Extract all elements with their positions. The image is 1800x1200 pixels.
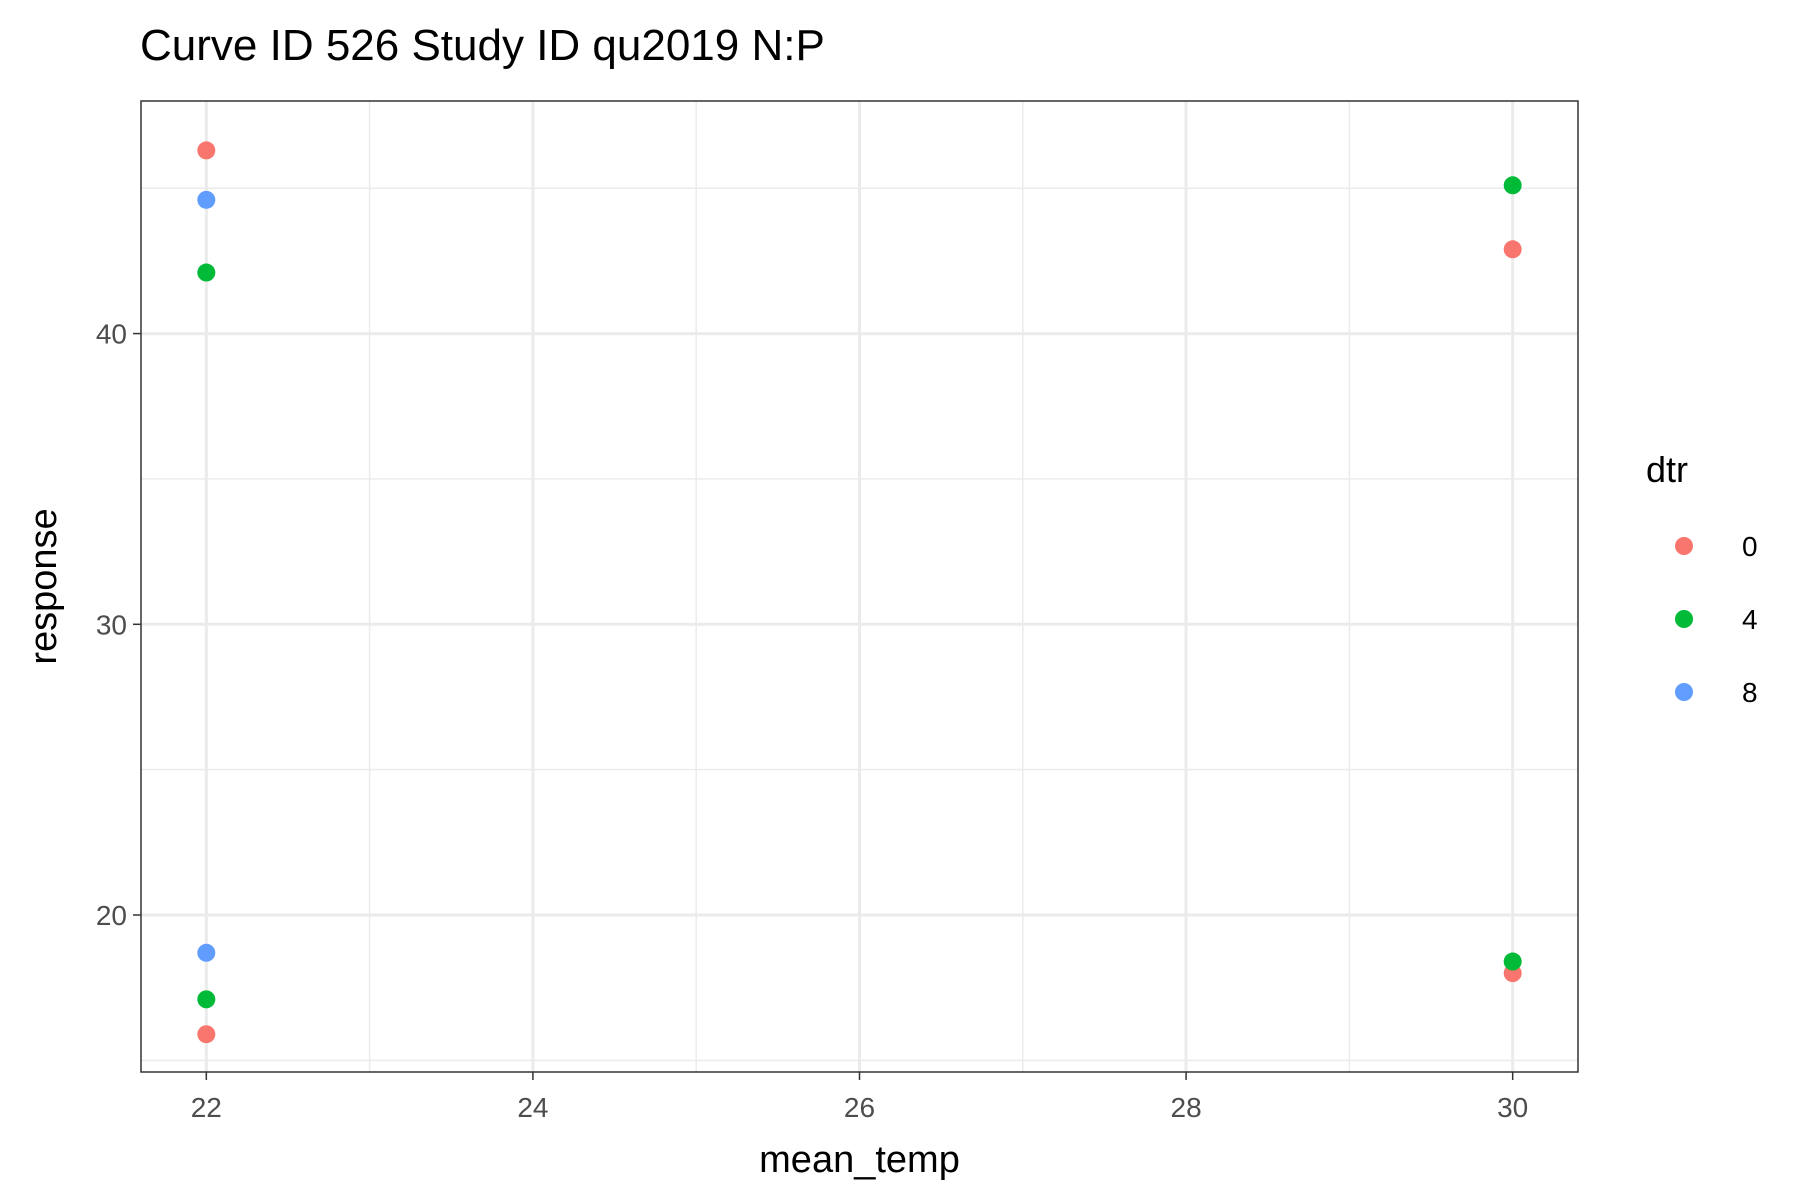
data-point-dtr-4 [1503, 952, 1522, 971]
x-tick-label: 30 [1497, 1092, 1528, 1123]
x-tick-label: 22 [191, 1092, 222, 1123]
data-point-dtr-0 [197, 1025, 216, 1044]
legend-label-dtr-0: 0 [1742, 531, 1758, 562]
data-point-dtr-4 [197, 990, 216, 1009]
legend-label-dtr-8: 8 [1742, 677, 1758, 708]
plot-panel [140, 100, 1579, 1073]
legend-key-dtr-0 [1675, 537, 1693, 555]
y-axis-title: response [23, 508, 65, 664]
data-point-dtr-8 [197, 943, 216, 962]
major-gridlines [141, 101, 1578, 1072]
legend: dtr 0 4 8 [1646, 449, 1758, 708]
data-point-dtr-0 [1503, 240, 1522, 259]
data-point-dtr-4 [197, 263, 216, 282]
data-points [197, 141, 1522, 1044]
legend-key-dtr-4 [1675, 610, 1693, 628]
data-point-dtr-8 [197, 190, 216, 209]
chart-title: Curve ID 526 Study ID qu2019 N:P [140, 21, 825, 70]
y-tick-label: 30 [96, 609, 127, 640]
y-tick-label: 20 [96, 900, 127, 931]
y-axis: 20 30 40 [96, 319, 141, 931]
legend-key-dtr-8 [1675, 683, 1693, 701]
x-tick-label: 26 [844, 1092, 875, 1123]
data-point-dtr-0 [197, 141, 216, 160]
x-axis: 22 24 26 28 30 [191, 1072, 1528, 1123]
y-tick-label: 40 [96, 319, 127, 350]
legend-title: dtr [1646, 449, 1688, 490]
x-tick-label: 28 [1171, 1092, 1202, 1123]
x-tick-label: 24 [517, 1092, 548, 1123]
data-point-dtr-4 [1503, 176, 1522, 195]
legend-label-dtr-4: 4 [1742, 604, 1758, 635]
x-axis-title: mean_temp [759, 1139, 960, 1181]
